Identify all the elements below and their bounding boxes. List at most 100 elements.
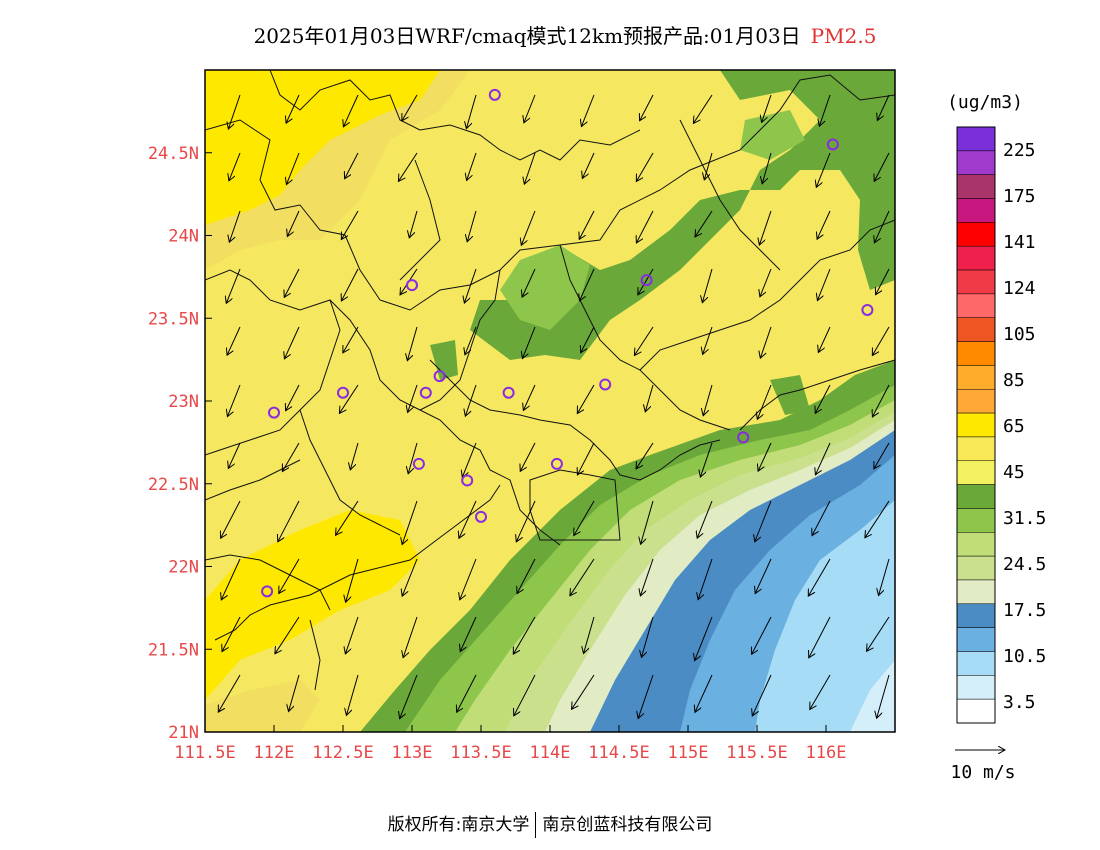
lon-tick-label: 115E	[668, 743, 709, 763]
wind-arrow	[812, 500, 831, 536]
lon-tick-label: 111.5E	[174, 743, 235, 763]
wind-arrow	[808, 558, 831, 596]
wind-arrow	[579, 268, 595, 301]
lon-tick-label: 112E	[254, 743, 295, 763]
lat-tick-label: 23.5N	[148, 309, 199, 329]
station-marker	[433, 370, 446, 383]
legend-label: 65	[1003, 416, 1025, 437]
legend-swatch	[956, 675, 996, 700]
wind-arrow	[513, 616, 536, 654]
wind-arrow	[704, 152, 713, 180]
legend-swatch	[956, 627, 996, 652]
wind-arrow	[645, 384, 654, 412]
wind-arrow	[524, 152, 536, 184]
wind-arrow	[228, 442, 241, 468]
station-marker	[261, 585, 274, 598]
station-marker	[826, 138, 839, 151]
wind-arrow	[755, 500, 772, 542]
station-marker	[488, 88, 501, 101]
legend-label: 3.5	[1003, 692, 1036, 713]
lon-tick-label: 113.5E	[450, 743, 511, 763]
wind-arrow	[343, 326, 359, 353]
legend-label: 141	[1003, 232, 1036, 253]
wind-arrow	[516, 500, 536, 542]
wind-arrow	[400, 674, 418, 719]
wind-arrow	[758, 442, 772, 471]
wind-arrow	[879, 558, 890, 596]
wind-arrow	[289, 674, 300, 712]
wind-arrow	[752, 616, 772, 654]
lat-tick-label: 22N	[168, 558, 199, 578]
legend-label: 105	[1003, 324, 1036, 345]
wind-arrow	[466, 94, 477, 129]
wind-arrow	[278, 500, 300, 542]
legend-swatch	[956, 341, 996, 366]
lat-tick-label: 23N	[168, 392, 199, 412]
wind-arrow	[341, 210, 359, 239]
legend-label: 124	[1003, 278, 1036, 299]
wind-arrow	[574, 500, 595, 536]
wind-arrow	[760, 268, 772, 297]
wind-arrow	[872, 384, 890, 417]
wind-arrow	[636, 152, 654, 181]
wind-arrow	[579, 210, 595, 239]
wind-arrow	[693, 94, 713, 123]
wind-arrow	[703, 384, 713, 416]
title-main: 2025年01月03日WRF/cmaq模式12km预报产品:01月03日	[253, 24, 801, 48]
wind-arrow	[279, 558, 300, 594]
wind-arrow	[638, 674, 654, 719]
wind-arrow	[514, 674, 536, 716]
legend-swatch	[956, 317, 996, 342]
wind-arrow	[409, 210, 418, 238]
wind-arrow	[700, 442, 713, 477]
wind-arrow	[284, 268, 300, 297]
wind-arrow	[286, 94, 300, 123]
wind-arrow	[752, 674, 772, 716]
wind-arrow	[459, 500, 477, 538]
wind-arrow	[275, 616, 300, 654]
wind-arrow	[872, 326, 890, 355]
station-marker	[461, 474, 474, 487]
wind-arrow	[227, 326, 241, 355]
lat-tick-label: 21N	[168, 723, 199, 743]
lon-tick-label: 112.5E	[312, 743, 373, 763]
wind-arrow	[755, 558, 772, 594]
wind-arrow	[221, 558, 241, 600]
wind-arrow	[877, 94, 890, 120]
wind-arrow	[336, 500, 359, 535]
wind-arrow	[222, 616, 241, 652]
wind-arrow	[876, 268, 890, 295]
wind-arrow	[577, 442, 595, 475]
wind-arrow	[460, 558, 477, 600]
legend-frame	[956, 126, 996, 724]
copyright-left: 版权所有:南京大学	[387, 815, 530, 835]
wind-arrow	[346, 558, 359, 602]
copyright-footer: 版权所有:南京大学 南京创蓝科技有限公司	[0, 810, 1100, 838]
wind-scale-label: 10 m/s	[950, 762, 1015, 783]
concentration-field	[205, 70, 895, 732]
latitude-axis: 21N 21.5N 22N 22.5N 23N 23.5N 24N 24.5N	[148, 144, 212, 743]
wind-arrow	[577, 384, 595, 413]
wind-arrow	[634, 326, 654, 355]
wind-arrow	[402, 94, 418, 121]
wind-arrow	[460, 616, 477, 652]
station-markers	[261, 88, 874, 598]
legend-swatch	[956, 698, 996, 724]
legend-swatch	[956, 388, 996, 414]
wind-arrow	[465, 326, 477, 355]
legend-swatch	[956, 174, 996, 199]
wind-arrow	[520, 442, 536, 471]
wind-arrow	[408, 384, 418, 412]
legend-label: 175	[1003, 186, 1036, 207]
legend-swatch	[956, 460, 996, 485]
wind-arrow	[817, 210, 831, 239]
lon-tick-label: 114.5E	[588, 743, 649, 763]
legend-swatch	[956, 269, 996, 295]
lon-tick-label: 114E	[530, 743, 571, 763]
wind-arrow	[582, 152, 595, 178]
wind-arrow	[462, 442, 477, 477]
legend-swatch	[956, 555, 996, 581]
station-marker	[640, 274, 653, 287]
wind-arrow	[287, 210, 300, 236]
wind-arrow	[345, 616, 359, 654]
